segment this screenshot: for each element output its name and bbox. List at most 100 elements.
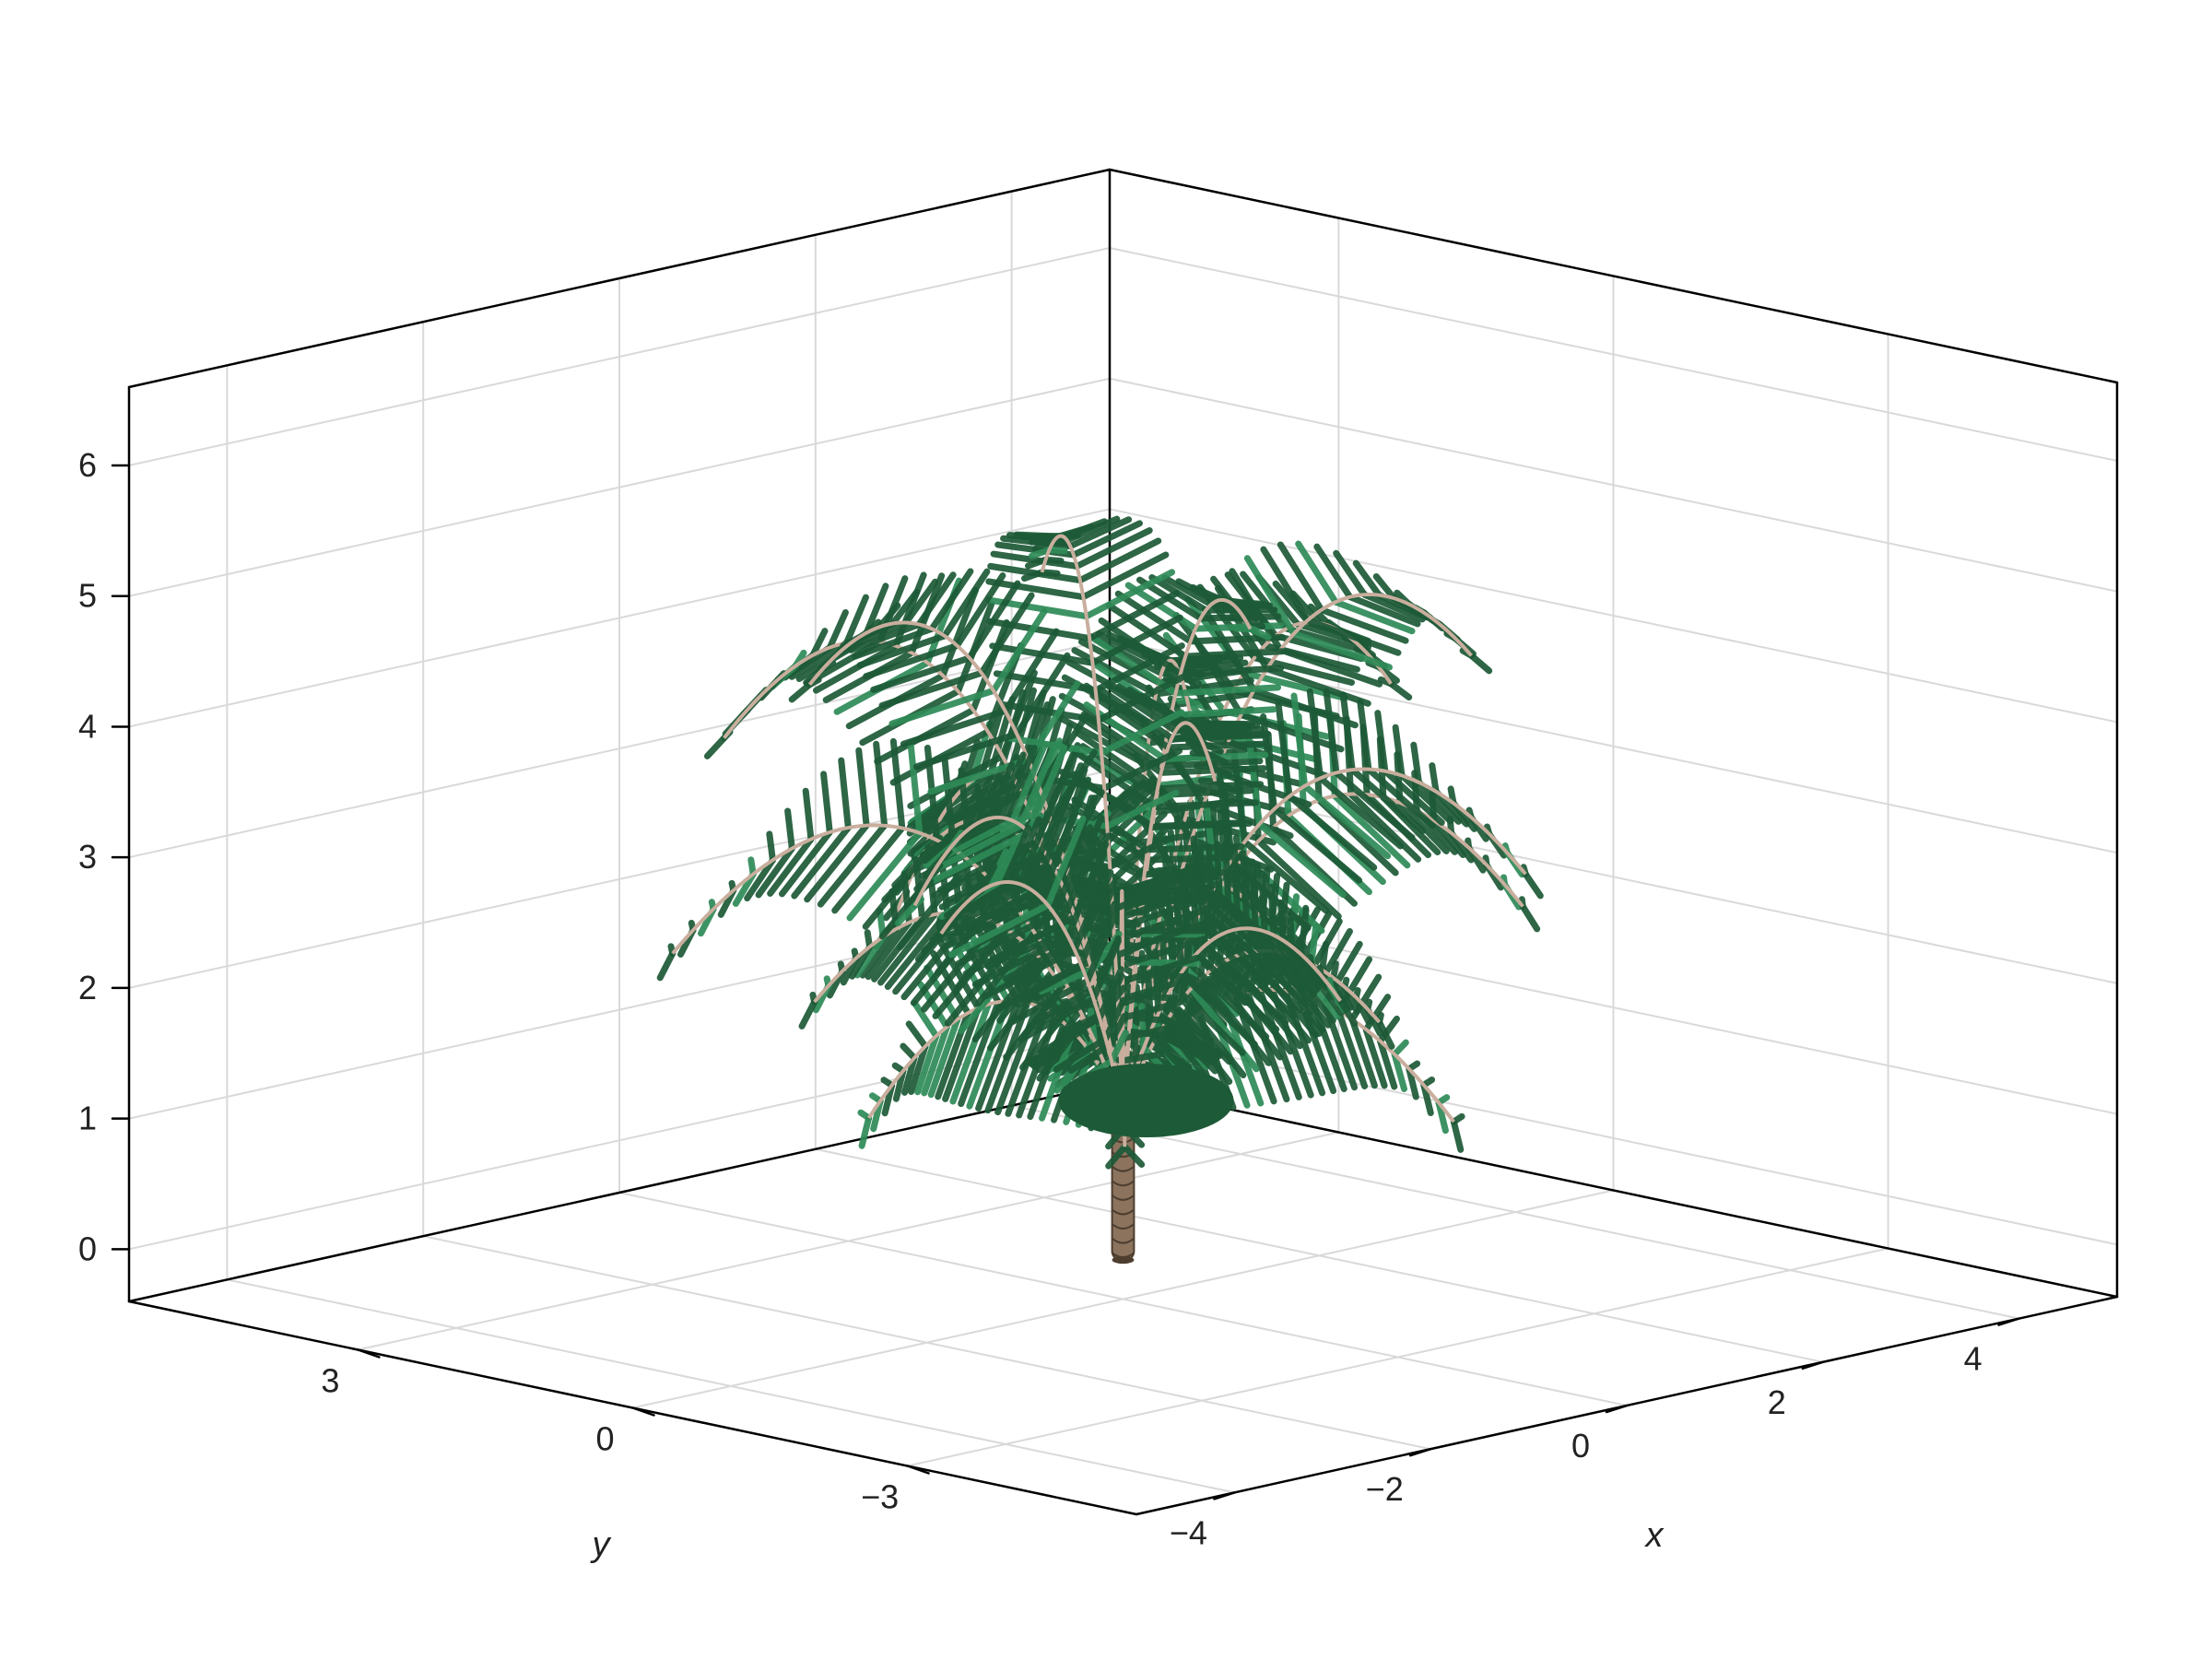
y-tick-label: −3 (861, 1478, 899, 1516)
palm-leaflet (1185, 739, 1206, 747)
tick-labels: −4 −2 0 2 4 3 0 −3 0 1 2 3 4 5 6 (78, 446, 1983, 1551)
palm-leaflet (1044, 815, 1087, 909)
palm-leaflet (1295, 540, 1339, 606)
palm-leaflet (1203, 750, 1229, 766)
palm-trunk-base (1112, 1255, 1135, 1265)
palm-leaflet (878, 669, 985, 709)
palm-leaflet (1467, 652, 1493, 675)
palm-leaflet (1025, 556, 1050, 570)
palm-leaflet (1033, 983, 1100, 1025)
palm-leaflet (1088, 614, 1183, 666)
palm-leaflet (1119, 1024, 1174, 1042)
palm-leaflet (1211, 778, 1237, 794)
palm-leaflet (1162, 995, 1233, 1065)
palm-leaflet (921, 1023, 950, 1097)
palm-leaflet (1410, 741, 1422, 786)
palm-leaflet (908, 1042, 929, 1096)
palm-leaflet (1037, 809, 1079, 901)
palm-leaflet (921, 930, 945, 955)
palm-leaflet (1175, 725, 1202, 738)
palm-leaflet (1112, 935, 1163, 959)
z-tick-label: 4 (78, 707, 97, 745)
palm-leaflet (1318, 606, 1409, 644)
palm-leaflet (1200, 801, 1294, 840)
palm-leaflet (784, 807, 795, 853)
palm-leaflet (985, 848, 1009, 890)
palm-leaflet (1391, 1039, 1409, 1058)
palm-leaflet (1147, 819, 1253, 830)
palm-leaflet (1336, 997, 1359, 1027)
palm-leaflet (1106, 1012, 1128, 1048)
y-axis-label: y (590, 1525, 612, 1564)
palm-leaflet (1319, 940, 1329, 974)
frame-edge (1108, 168, 2119, 384)
palm-leaflet (1145, 1030, 1186, 1072)
palm-leaflet (1392, 724, 1406, 779)
palm-rachis (1121, 926, 1342, 1111)
grid-wall-z (128, 639, 1111, 859)
palm-leaflet (1277, 646, 1383, 688)
palm-leaflet (971, 933, 1072, 988)
palm-leaflet (1077, 537, 1162, 584)
palm-leaflet (1169, 656, 1223, 665)
palm-leaflet (1092, 642, 1185, 694)
palm-leaflet (1377, 1038, 1398, 1090)
palm-leaflet (1066, 516, 1133, 550)
palm-leaflet (1304, 617, 1402, 656)
z-tick-label: 0 (78, 1230, 97, 1267)
palm-leaflet (1065, 850, 1106, 940)
palm-leaflet (767, 836, 815, 897)
palm-leaflet (1185, 959, 1270, 1041)
palm-leaflet (941, 568, 991, 640)
palm-leaflet (856, 632, 948, 669)
palm-leaflet (1197, 777, 1218, 785)
palm-leaflet (986, 618, 1093, 642)
palm-leaflet (900, 707, 1009, 747)
palm-leaflet (1374, 710, 1389, 775)
palm-leaflet (873, 740, 888, 830)
palm-leaflet (1106, 834, 1175, 870)
palm-leaflet (1073, 527, 1153, 570)
palm-leaflet (788, 681, 813, 703)
palm-leaflet (1372, 572, 1397, 602)
palm-leaflet (1290, 692, 1309, 790)
palm-leaflet (1118, 877, 1180, 899)
palm-leaflet (954, 911, 1058, 968)
palm-leaflet (907, 739, 924, 837)
palm-leaflet (1360, 591, 1426, 623)
palm-leaflet (896, 858, 974, 951)
palm-leaflet (820, 771, 833, 836)
palm-leaflet (1201, 606, 1258, 694)
palm-leaflet (1252, 925, 1320, 994)
palm-leaflet (1251, 687, 1359, 729)
palm-leaflet (889, 737, 906, 831)
grid-wall-z (128, 247, 1111, 467)
palm-leaflet (1119, 954, 1201, 985)
palm-leaflet (1357, 699, 1372, 773)
grid-wall-z (1109, 377, 2118, 593)
palm-leaflet (1245, 729, 1263, 828)
palm-leaflet (889, 589, 921, 628)
palm-leaflet (1199, 739, 1224, 755)
palm-leaflet (826, 609, 849, 651)
palm-leaflet (1201, 942, 1289, 1026)
palm-leaflet (1391, 1051, 1408, 1092)
palm-leaflet (1114, 590, 1194, 645)
palm-leaflet (953, 572, 1006, 649)
palm-leaflet (863, 641, 960, 680)
palm-leaflet (902, 578, 939, 627)
palm-leaflet (1070, 520, 1143, 559)
x-axis-label: x (1644, 1516, 1665, 1555)
palm-leaflet (1249, 858, 1259, 933)
palm-leaflet (1387, 680, 1413, 701)
grid-wall-z (128, 377, 1111, 597)
tick-marks (111, 464, 2020, 1500)
palm-leaflet (943, 894, 1044, 950)
palm-leaflet (1283, 625, 1368, 654)
frame-edge (127, 168, 1112, 389)
palm-leaflet (1194, 731, 1228, 746)
palm-leaflet (1150, 799, 1260, 810)
palm-leaflet (1330, 960, 1339, 982)
palm-leaflet (1333, 549, 1368, 598)
